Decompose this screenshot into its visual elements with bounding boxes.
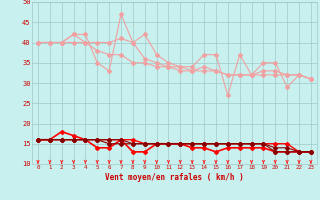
X-axis label: Vent moyen/en rafales ( km/h ): Vent moyen/en rafales ( km/h ): [105, 173, 244, 182]
